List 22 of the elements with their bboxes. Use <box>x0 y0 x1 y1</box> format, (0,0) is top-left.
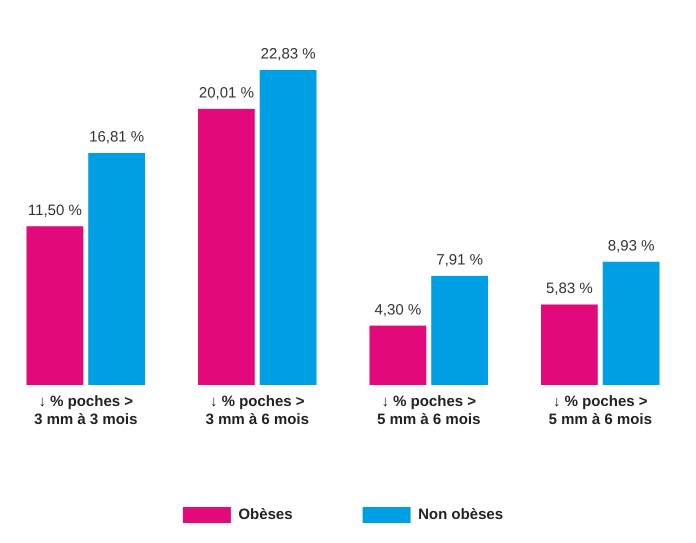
bar <box>26 226 84 385</box>
data-label: 4,30 % <box>374 301 422 318</box>
data-label: 20,01 % <box>198 84 254 102</box>
data-label: 11,50 % <box>28 202 82 219</box>
bar <box>198 108 255 385</box>
bar <box>260 70 317 385</box>
data-label: 22,83 % <box>260 46 316 63</box>
x-tick-label: ↓ % poches > 5 mm à 6 mois <box>548 393 652 428</box>
legend-label: Non obèses <box>418 506 504 524</box>
x-tick-label: ↓ % poches > 5 mm à 6 mois <box>377 393 480 428</box>
bar <box>431 276 488 385</box>
legend-label: Obèses <box>238 506 293 524</box>
data-label: 5,83 % <box>546 280 593 298</box>
bar <box>88 153 146 385</box>
data-label: 7,91 % <box>436 251 483 268</box>
bar <box>602 262 660 385</box>
x-tick-label: ↓ % poches > 3 mm à 3 mois <box>34 393 138 428</box>
bar <box>540 304 598 385</box>
bar <box>369 326 426 385</box>
x-tick-label: ↓ % poches > 3 mm à 6 mois <box>206 393 309 428</box>
data-label: 16,81 % <box>89 128 144 146</box>
data-label: 8,93 % <box>608 237 654 254</box>
